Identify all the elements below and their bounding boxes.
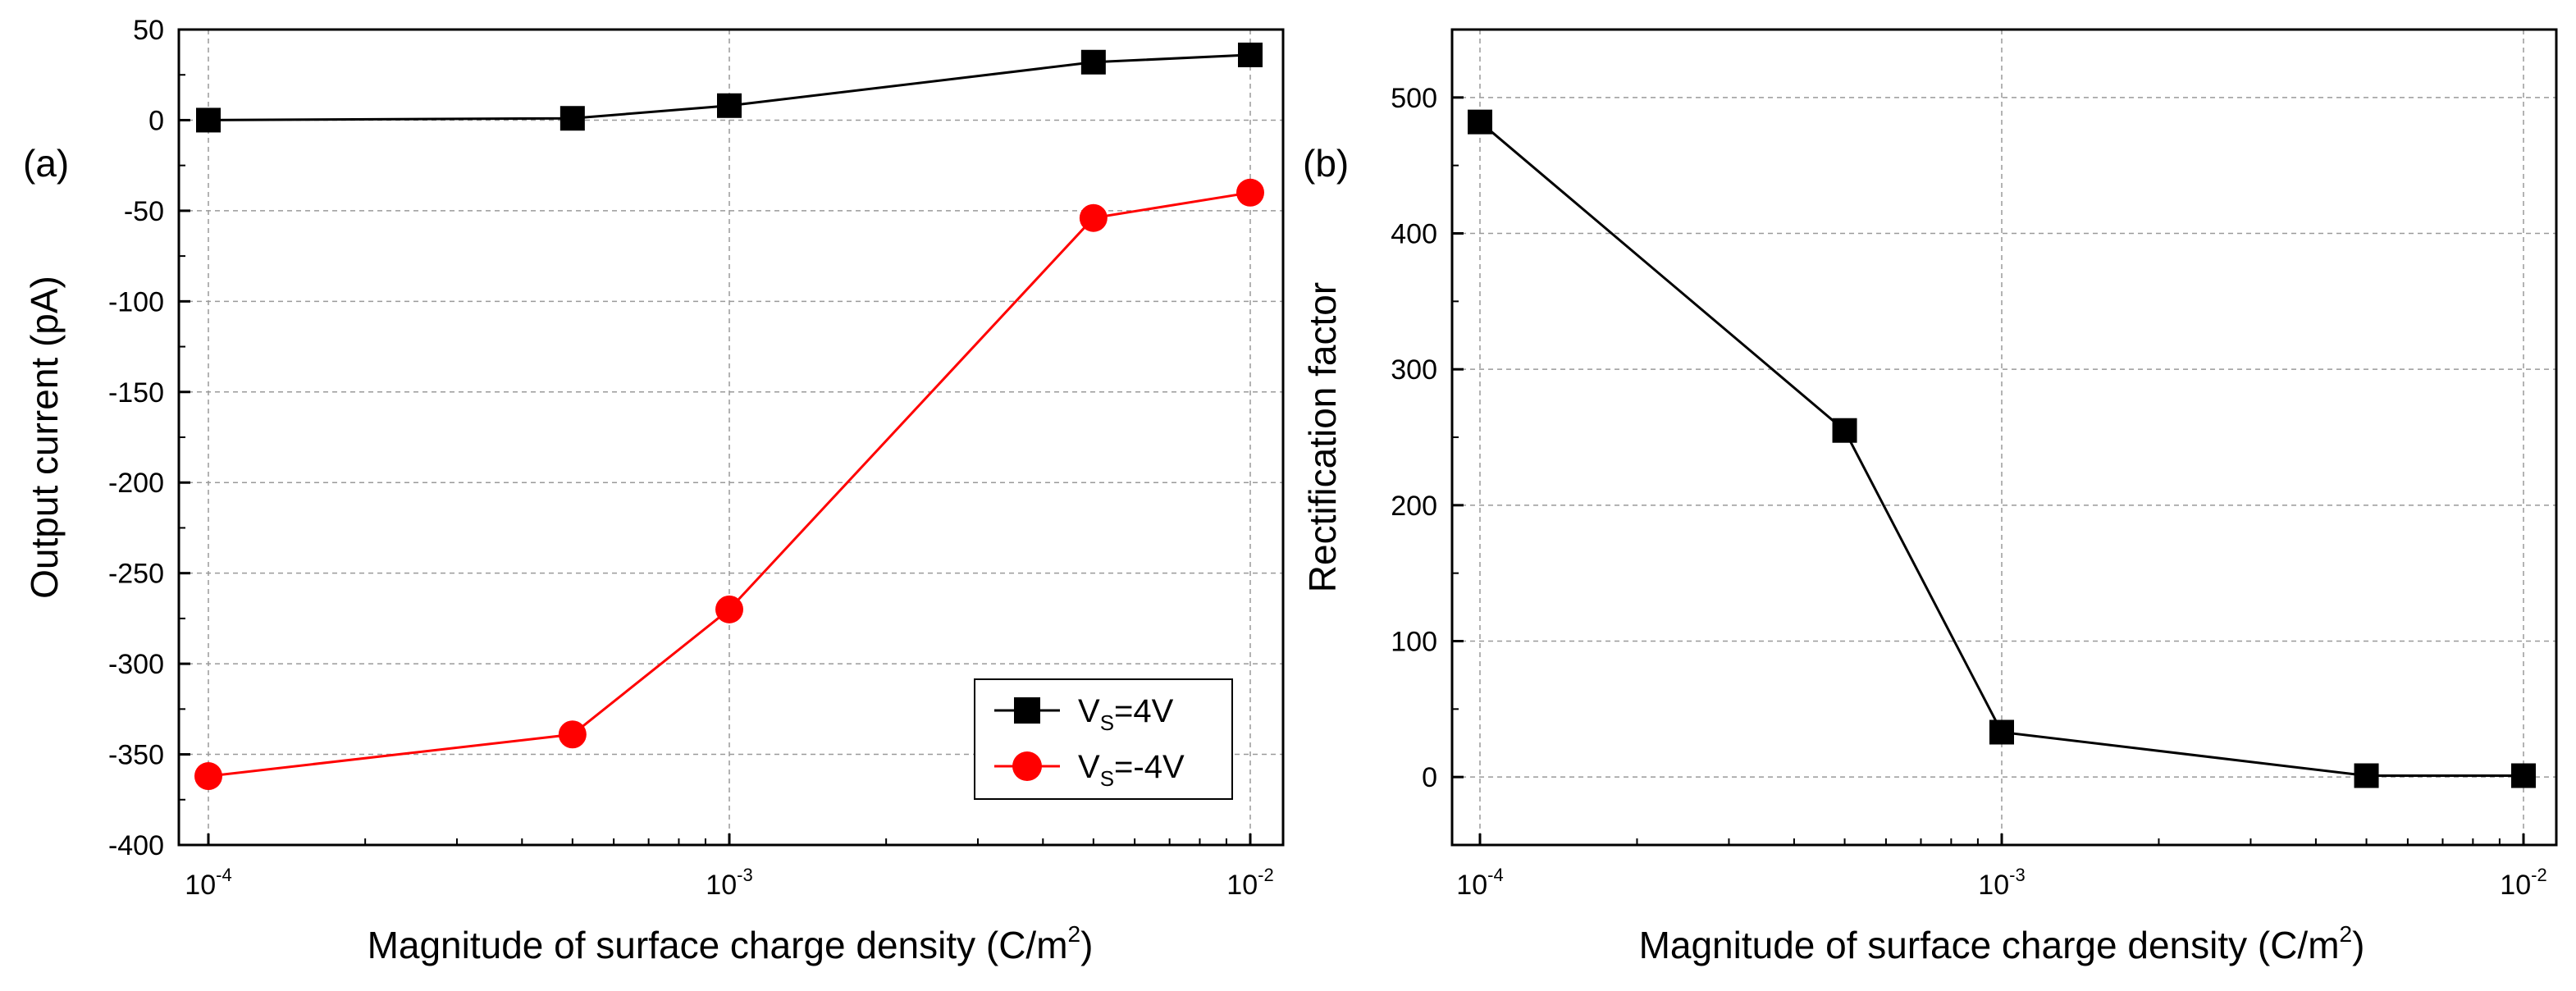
y-tick-label: -50 — [124, 196, 164, 227]
grid-b — [1452, 30, 2556, 845]
y-tick-label: -400 — [108, 830, 164, 861]
x-tick-label: 10-4 — [1456, 865, 1503, 901]
panel-label-a: (a) — [23, 142, 69, 185]
data-point — [1236, 178, 1264, 207]
y-tick-label: 400 — [1391, 219, 1437, 250]
data-point — [2511, 763, 2536, 788]
data-point — [717, 93, 742, 118]
data-point — [1989, 719, 2014, 745]
data-point — [715, 595, 743, 623]
y-tick-label: 200 — [1391, 491, 1437, 522]
x-axis-label: Magnitude of surface charge density (C/m… — [368, 921, 1094, 966]
data-point — [560, 106, 585, 131]
data-point — [194, 762, 222, 791]
panel-a: 50 0 -50 -100 -150 -200 -250 -300 -350 -… — [23, 15, 1285, 966]
x-tick-label: 10-2 — [2500, 865, 2546, 901]
y-tick-label: 0 — [1422, 762, 1437, 793]
legend-label: VS=4V — [1078, 693, 1174, 735]
series-lines-a — [208, 53, 1251, 778]
data-point — [196, 107, 221, 133]
panel-b: 500 400 300 200 100 0 10-4 10-3 10-2 Mag… — [1301, 28, 2558, 966]
y-tick-label: -150 — [108, 377, 164, 409]
data-point — [1079, 203, 1108, 232]
x-tick-label: 10-4 — [185, 865, 231, 901]
grid-a — [179, 30, 1283, 845]
y-tick-label: 50 — [133, 15, 164, 46]
legend-swatch-marker — [1012, 751, 1042, 781]
y-tick-label: -200 — [108, 468, 164, 499]
y-tick-label: -100 — [108, 286, 164, 317]
minor-ticks-b — [1452, 96, 2525, 845]
y-tick-label: 100 — [1391, 627, 1437, 658]
plot-frame-b — [1450, 28, 2558, 847]
y-tick-label: -300 — [108, 649, 164, 680]
y-axis-label: Rectification factor — [1301, 282, 1344, 592]
x-axis-label: Magnitude of surface charge density (C/m… — [1639, 921, 2365, 966]
y-tick-label: 300 — [1391, 354, 1437, 386]
data-point — [1238, 42, 1263, 67]
legend-swatch-marker — [1014, 697, 1040, 724]
y-tick-label: -250 — [108, 559, 164, 590]
y-tick-label: -350 — [108, 740, 164, 771]
y-tick-label: 500 — [1391, 83, 1437, 114]
legend-label: VS=-4V — [1078, 749, 1185, 791]
x-tick-label: 10-3 — [1978, 865, 2025, 901]
data-point — [558, 720, 587, 749]
series-markers-a — [194, 42, 1264, 791]
y-tick-label: 0 — [148, 105, 164, 136]
data-point — [1832, 418, 1857, 443]
x-tick-label: 10-2 — [1226, 865, 1273, 901]
data-point — [1468, 109, 1492, 135]
legend: VS=4V VS=-4V — [974, 678, 1233, 800]
data-point — [2354, 763, 2379, 788]
data-point — [1080, 49, 1106, 75]
series-markers-b — [1468, 109, 2536, 788]
plot-frame-a — [177, 28, 1285, 847]
x-tick-label: 10-3 — [706, 865, 752, 901]
y-axis-label: Output current (pA) — [23, 276, 66, 599]
panel-label-b: (b) — [1303, 142, 1349, 185]
